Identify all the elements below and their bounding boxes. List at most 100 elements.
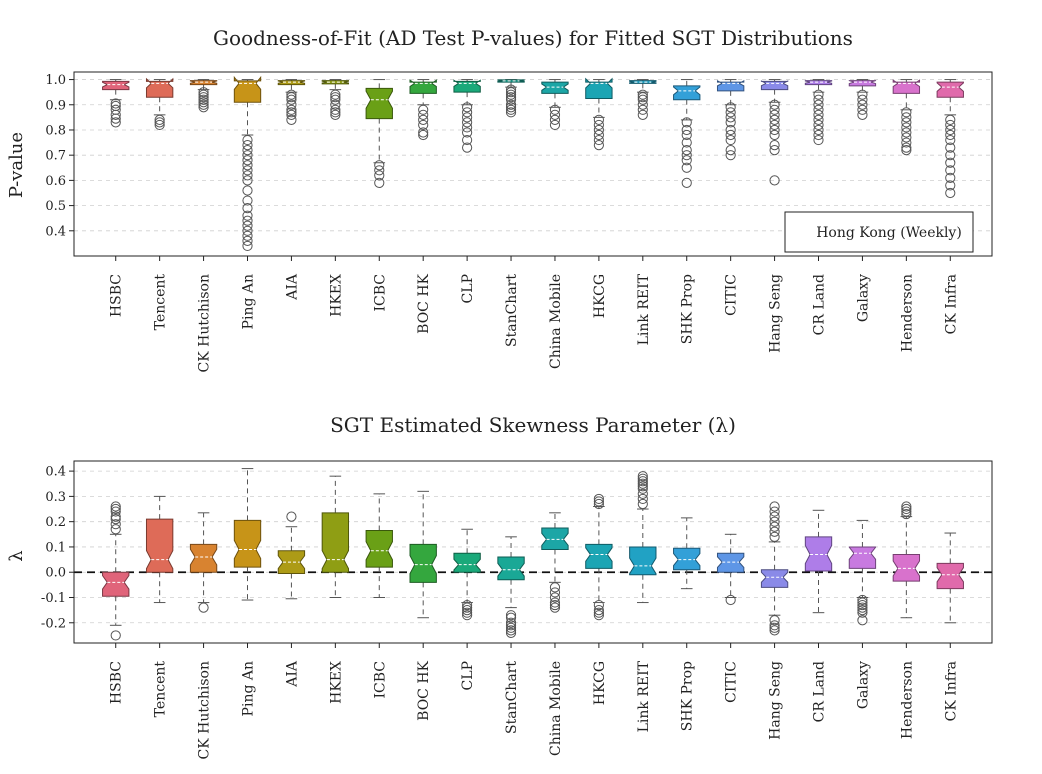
pvalue-y-ticks: 0.4 0.5 0.6 0.7 0.8 0.9 1.0 [45, 73, 74, 239]
skewness-y-tick-label: 0.0 [45, 566, 66, 581]
pvalue-outlier-point [418, 104, 429, 115]
pvalue-outlier-point [198, 87, 209, 98]
skewness-outlier-point [769, 625, 780, 636]
skewness-outlier-point [857, 599, 868, 611]
pvalue-outlier-point [681, 177, 692, 189]
skewness-outlier-point [462, 610, 473, 621]
pvalue-box [585, 77, 613, 99]
skewness-outlier-point [637, 483, 648, 494]
pvalue-x-tick-label: China Mobile [548, 274, 564, 369]
pvalue-outlier-point [769, 124, 780, 136]
pvalue-box [277, 80, 306, 86]
pvalue-outlier-point [725, 150, 736, 161]
skewness-y-ticks: -0.2 -0.1 0.0 0.1 0.2 0.3 0.4 [41, 465, 74, 631]
skewness-outlier-point [593, 605, 604, 616]
pvalue-outlier-point [462, 112, 473, 123]
pvalue-box-group [629, 79, 657, 120]
skewness-box-group [365, 493, 393, 598]
skewness-outlier-point [637, 493, 648, 505]
pvalue-outlier-point [242, 145, 253, 156]
pvalue-outlier-point [286, 92, 297, 103]
pvalue-outlier-point [198, 97, 209, 108]
skewness-box-group [936, 532, 964, 624]
skewness-box [189, 543, 218, 573]
skewness-outlier-point [725, 594, 736, 606]
pvalue-outlier-point [549, 114, 561, 125]
skewness-boxes [102, 468, 964, 641]
pvalue-x-tick-label: StanChart [504, 274, 520, 347]
pvalue-outlier-point [286, 107, 297, 118]
skewness-outlier-point [593, 610, 604, 621]
skewness-outlier-point [286, 511, 297, 522]
pvalue-outlier-point [462, 122, 473, 133]
skewness-outlier-point [110, 506, 121, 517]
pvalue-outlier-point [725, 134, 736, 146]
skewness-box [277, 550, 306, 574]
pvalue-box [541, 81, 569, 94]
pvalue-outlier-point [681, 155, 692, 166]
pvalue-x-tick-label: Link REIT [636, 273, 652, 345]
skewness-plot-frame [73, 460, 993, 644]
pvalue-outlier-point [374, 165, 385, 176]
pvalue-x-tick-label: Hang Seng [768, 274, 784, 353]
pvalue-outlier-point [198, 102, 209, 113]
skewness-outlier-point [593, 493, 604, 505]
pvalue-outlier-point [901, 107, 912, 118]
skewness-x-tick-label: CK Infra [943, 661, 959, 721]
pvalue-outlier-point [242, 170, 253, 181]
skewness-outlier-point [637, 488, 648, 499]
skewness-outlier-point [637, 481, 648, 492]
pvalue-outlier-point [198, 89, 209, 100]
pvalue-outlier-point [242, 225, 253, 236]
pvalue-legend: Hong Kong (Weekly) [784, 211, 974, 253]
pvalue-y-tick-label: 0.5 [45, 199, 66, 214]
pvalue-x-tick-label: HSBC [109, 274, 125, 317]
skewness-x-tick-label: Ping An [240, 661, 256, 716]
pvalue-outlier-point [813, 124, 824, 136]
skewness-outlier-point [901, 508, 912, 520]
pvalue-outlier-point [462, 134, 473, 146]
skewness-chart-title: SGT Estimated Skewness Parameter (λ) [330, 413, 736, 437]
skewness-x-tick-label: Tencent [153, 661, 169, 718]
skewness-outlier-point [198, 602, 209, 613]
skewness-x-tick-label: BOC HK [416, 660, 432, 720]
pvalue-box-group [233, 75, 262, 252]
pvalue-x-tick-label: BOC HK [416, 273, 432, 333]
skewness-box [629, 546, 657, 576]
skewness-y-axis-label: λ [6, 550, 27, 561]
skewness-box-group [629, 471, 657, 604]
skewness-x-tick-label: China Mobile [548, 661, 564, 756]
pvalue-outlier-point [110, 113, 121, 124]
skewness-box [716, 552, 745, 573]
pvalue-outlier-point [593, 129, 604, 141]
skewness-box [102, 571, 130, 597]
skewness-outlier-point [769, 615, 780, 626]
pvalue-outlier-point [945, 124, 956, 136]
pvalue-outlier-point [813, 89, 824, 100]
skewness-box-group [673, 517, 701, 590]
pvalue-box-group [673, 79, 701, 189]
pvalue-y-tick-label: 0.8 [45, 123, 66, 138]
pvalue-outlier-point [725, 107, 736, 118]
pvalue-outlier-point [945, 157, 956, 168]
skewness-outlier-point [110, 630, 121, 641]
skewness-outlier-point [637, 498, 648, 510]
pvalue-outlier-point [462, 142, 473, 153]
pvalue-outlier-point [813, 134, 824, 146]
skewness-box-group [321, 475, 350, 598]
skewness-outlier-point [505, 620, 517, 631]
pvalue-outlier-point [242, 160, 253, 171]
pvalue-box-group [409, 79, 437, 141]
pvalue-outlier-point [330, 104, 341, 115]
skewness-outlier-point [637, 473, 648, 484]
skewness-outlier-point [462, 607, 473, 618]
skewness-box-group [189, 512, 218, 613]
pvalue-y-tick-label: 0.9 [45, 98, 66, 113]
pvalue-outlier-point [154, 114, 165, 125]
pvalue-outlier-point [769, 145, 780, 156]
pvalue-outlier-point [813, 119, 824, 131]
pvalue-outlier-point [901, 137, 912, 148]
pvalue-outlier-point [857, 104, 868, 115]
skewness-outlier-point [857, 594, 868, 606]
pvalue-outlier-point [505, 84, 517, 95]
